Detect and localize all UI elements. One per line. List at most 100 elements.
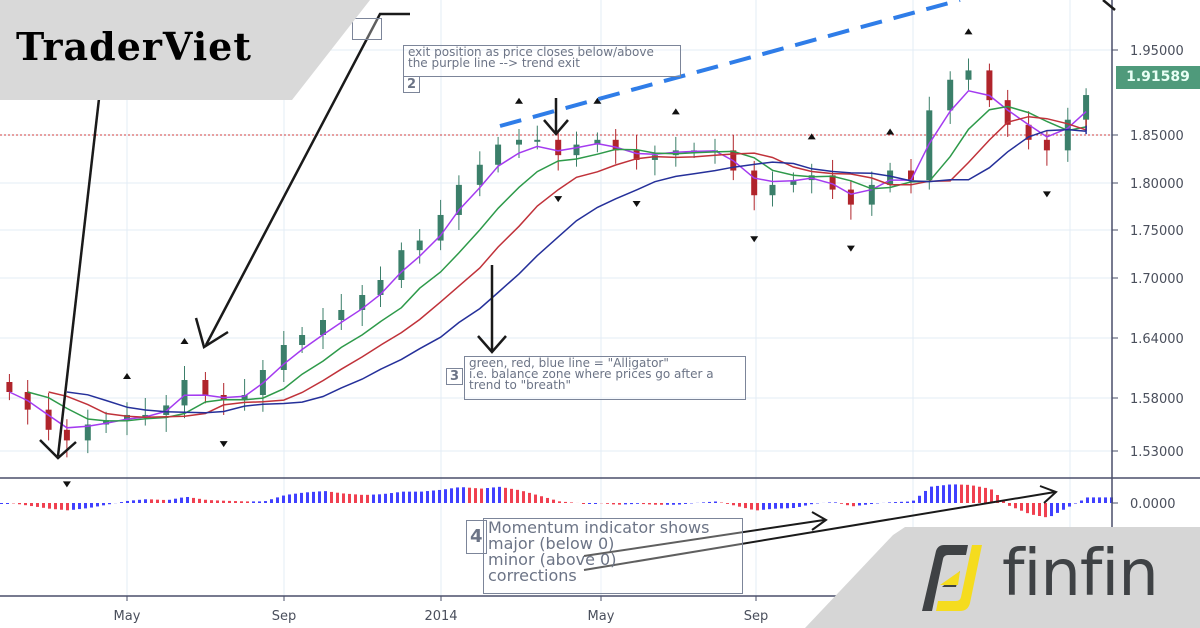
momentum-bar xyxy=(888,502,891,503)
momentum-histogram xyxy=(0,484,1113,518)
momentum-bar xyxy=(960,484,963,503)
annotation-note-2[interactable]: exit position as price closes below/abov… xyxy=(403,45,681,77)
momentum-bar xyxy=(534,494,537,503)
candle-body xyxy=(868,184,875,205)
momentum-bar xyxy=(516,489,519,503)
momentum-bar xyxy=(540,496,543,503)
candle-body xyxy=(847,189,854,205)
candle-body xyxy=(555,139,562,156)
momentum-bar xyxy=(996,494,999,503)
momentum-bar xyxy=(444,489,447,503)
momentum-bar xyxy=(786,503,789,509)
momentum-bar xyxy=(132,500,135,503)
time-tick-label: Sep xyxy=(272,609,297,624)
momentum-bar xyxy=(504,487,507,503)
candle-body xyxy=(338,310,345,320)
momentum-bar xyxy=(798,503,801,507)
momentum-bar xyxy=(450,488,453,503)
candle-body xyxy=(612,139,619,151)
candle-body xyxy=(320,320,326,335)
momentum-bar xyxy=(270,499,273,503)
momentum-bar xyxy=(930,486,933,503)
momentum-bar xyxy=(666,503,669,505)
momentum-bar xyxy=(792,503,795,509)
momentum-bar xyxy=(282,495,285,503)
momentum-bar xyxy=(414,491,417,503)
momentum-bar xyxy=(420,491,423,503)
momentum-bar xyxy=(936,485,939,503)
momentum-bar xyxy=(96,503,99,507)
momentum-bar xyxy=(408,491,411,503)
momentum-bar xyxy=(714,501,717,503)
momentum-bar xyxy=(1062,503,1065,510)
momentum-bar xyxy=(108,503,111,505)
momentum-bar xyxy=(1002,500,1005,503)
annotation-note-4[interactable]: Momentum indicator shows major (below 0)… xyxy=(483,518,743,594)
momentum-bar xyxy=(210,500,213,503)
candle-body xyxy=(163,405,170,415)
momentum-bar xyxy=(744,503,747,509)
candle-body xyxy=(790,180,797,185)
momentum-bar xyxy=(1098,497,1101,503)
momentum-bar xyxy=(138,499,141,503)
momentum-bar xyxy=(528,492,531,503)
candle-body xyxy=(124,414,130,421)
momentum-bar xyxy=(30,503,33,507)
momentum-bar xyxy=(438,489,441,503)
momentum-bar xyxy=(708,501,711,503)
momentum-bar xyxy=(1014,503,1017,509)
arrow-line-5 xyxy=(583,519,825,557)
momentum-bar xyxy=(642,503,645,505)
momentum-bar xyxy=(102,503,105,506)
momentum-bar xyxy=(18,503,21,505)
momentum-bar xyxy=(1026,503,1029,514)
momentum-bar xyxy=(612,503,615,505)
arrow-head-3 xyxy=(477,335,507,354)
candle-body xyxy=(1043,139,1050,151)
fractal-down-marker xyxy=(632,200,641,207)
fractal-down-marker xyxy=(750,236,759,243)
momentum-bar xyxy=(546,497,549,503)
momentum-bar xyxy=(402,491,405,503)
momentum-bar xyxy=(834,502,837,503)
momentum-bar xyxy=(558,501,561,503)
fractal-up-marker xyxy=(123,372,131,379)
momentum-bar xyxy=(0,503,3,504)
momentum-bar xyxy=(318,491,321,503)
note-4-line-4: corrections xyxy=(488,566,577,585)
momentum-bar xyxy=(360,494,363,503)
momentum-bar xyxy=(252,501,255,503)
momentum-bar xyxy=(486,488,489,503)
annotation-note-3[interactable]: green, red, blue line = "Alligator" i.e.… xyxy=(464,356,746,400)
momentum-bar xyxy=(72,503,75,510)
momentum-bar xyxy=(480,488,483,503)
momentum-bar xyxy=(912,500,915,503)
momentum-bar xyxy=(6,503,9,504)
arrow-head-2 xyxy=(194,317,229,349)
momentum-bar xyxy=(606,503,609,504)
momentum-bar xyxy=(732,503,735,506)
momentum-bar xyxy=(648,503,651,505)
momentum-bar xyxy=(858,503,861,506)
candle-body xyxy=(1025,124,1032,140)
momentum-tick-label: 0.0000 xyxy=(1130,497,1176,512)
momentum-bar xyxy=(906,501,909,503)
candle-body xyxy=(986,70,993,101)
momentum-bar xyxy=(264,501,267,503)
momentum-bar xyxy=(1080,500,1083,503)
momentum-bar xyxy=(840,503,843,504)
momentum-bar xyxy=(564,501,567,503)
fractal-up-marker xyxy=(807,133,816,140)
candle-body xyxy=(965,70,972,80)
fractal-down-marker xyxy=(846,245,855,252)
momentum-bar xyxy=(198,498,201,503)
annotation-note-1[interactable] xyxy=(352,18,382,40)
momentum-bar xyxy=(48,503,51,509)
momentum-bar xyxy=(36,503,39,507)
momentum-bar xyxy=(300,492,303,503)
momentum-bar xyxy=(1008,503,1011,506)
momentum-bar xyxy=(84,503,87,509)
fractal-up-marker xyxy=(964,28,973,35)
momentum-bar xyxy=(186,496,189,503)
jaw-line-red xyxy=(48,115,1087,419)
